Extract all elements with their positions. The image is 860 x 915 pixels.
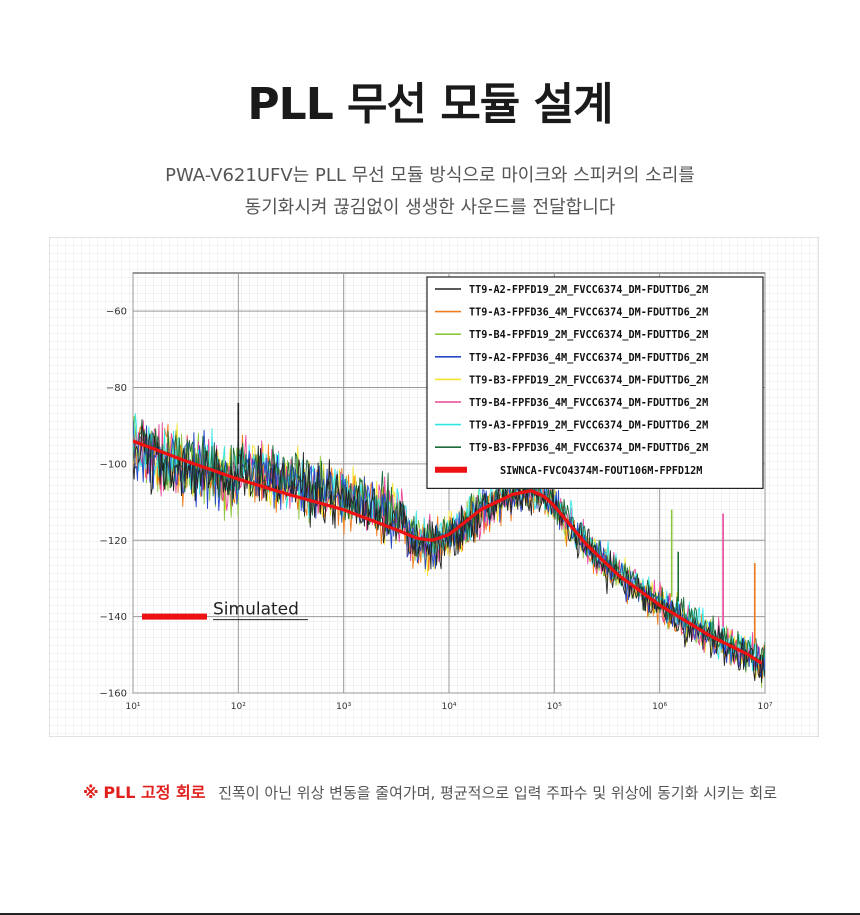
footnote-text: 진폭이 아닌 위상 변동을 줄여가며, 평균적으로 입력 주파수 및 위상에 동…	[218, 784, 778, 802]
annotation-label: Simulated	[213, 600, 299, 620]
x-tick-label: 10³	[336, 702, 351, 712]
legend-label: TT9-B4-FPFD36_4M_FVCC6374_DM-FDUTTD6_2M	[469, 398, 708, 409]
subtitle-line-1: PWA-V621UFV는 PLL 무선 모듈 방식으로 마이크와 스피커의 소리…	[165, 165, 695, 186]
legend-label: TT9-B3-FPFD36_4M_FVCC6374_DM-FDUTTD6_2M	[469, 443, 708, 454]
y-tick-label: −120	[100, 536, 127, 547]
y-tick-label: −160	[100, 689, 127, 700]
x-tick-label: 10¹	[125, 702, 140, 712]
y-tick-label: −140	[100, 612, 127, 623]
phase-noise-chart: 10¹ 10² 10³ 10⁴ 10⁵ 10⁶ 10⁷ −60 −80 −100 −120 −140 −…	[49, 237, 819, 737]
y-tick-label: −60	[106, 307, 127, 318]
page-subtitle: PWA-V621UFV는 PLL 무선 모듈 방식으로 마이크와 스피커의 소리…	[0, 160, 860, 224]
x-tick-label: 10⁵	[547, 702, 562, 712]
page-title: PLL 무선 모듈 설계	[247, 79, 613, 130]
x-tick-label: 10⁷	[757, 702, 772, 712]
legend-box	[426, 276, 764, 489]
legend-label: TT9-A2-FPFD36_4M_FVCC6374_DM-FDUTTD6_2M	[469, 353, 708, 364]
x-tick-label: 10²	[231, 702, 246, 712]
y-tick-label: −80	[106, 383, 127, 394]
footnote-label: PLL 고정 회로	[103, 783, 206, 802]
x-tick-label: 10⁴	[441, 702, 456, 712]
subtitle-line-2: 동기화시켜 끊김없이 생생한 사운드를 전달합니다	[244, 197, 616, 218]
plot-traces	[133, 402, 765, 688]
legend-label: TT9-B4-FPFD19_2M_FVCC6374_DM-FDUTTD6_2M	[469, 330, 708, 341]
legend-label: TT9-A3-FPFD19_2M_FVCC6374_DM-FDUTTD6_2M	[469, 421, 708, 432]
x-tick-label: 10⁶	[652, 702, 667, 712]
legend-label: TT9-B3-FPFD19_2M_FVCC6374_DM-FDUTTD6_2M	[469, 375, 708, 386]
y-tick-label: −100	[100, 459, 127, 470]
legend-label: TT9-A3-FPFD36_4M_FVCC6374_DM-FDUTTD6_2M	[469, 308, 708, 319]
bottom-divider	[0, 913, 860, 915]
simulated-curve	[133, 439, 762, 665]
legend-label: TT9-A2-FPFD19_2M_FVCC6374_DM-FDUTTD6_2M	[469, 285, 708, 296]
chart-svg: 10¹ 10² 10³ 10⁴ 10⁵ 10⁶ 10⁷ −60 −80 −100 −120 −140 −…	[49, 237, 819, 737]
legend-label: SIWNCA-FVCO4374M-FOUT106M-FPFD12M	[500, 466, 702, 477]
footnote-mark: ※	[82, 783, 99, 802]
series-trace	[133, 426, 765, 683]
footnote: ※ PLL 고정 회로 진폭이 아닌 위상 변동을 줄여가며, 평균적으로 입력…	[0, 779, 860, 803]
